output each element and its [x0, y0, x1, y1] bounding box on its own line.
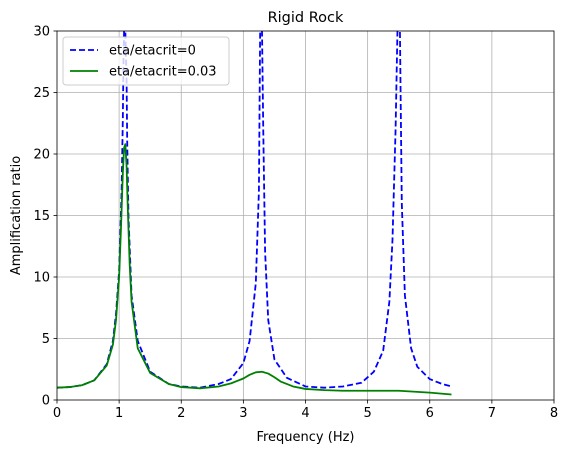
legend: eta/etacrit=0 eta/etacrit=0.03 — [62, 36, 230, 86]
legend-label-series-2: eta/etacrit=0.03 — [109, 65, 217, 80]
y-tick-label: 30 — [33, 25, 50, 40]
series-line-2 — [57, 143, 452, 396]
y-tick-label: 25 — [33, 86, 50, 101]
x-tick-label: 2 — [177, 406, 185, 421]
x-tick-label: 5 — [363, 406, 371, 421]
x-tick-label: 4 — [301, 406, 309, 421]
x-tick-label: 0 — [53, 406, 61, 421]
x-tick-label: 6 — [426, 406, 434, 421]
x-tick-label: 8 — [550, 406, 558, 421]
ticks: 0 1 2 3 4 5 6 7 8 0 5 10 15 20 25 30 — [33, 25, 558, 422]
x-tick-label: 3 — [239, 406, 247, 421]
y-tick-label: 20 — [33, 148, 50, 163]
series-line-1 — [57, 31, 452, 389]
grid — [57, 31, 554, 400]
y-tick-label: 5 — [42, 332, 50, 347]
y-axis-label: Amplification ratio — [9, 156, 24, 275]
x-tick-label: 1 — [115, 406, 123, 421]
y-tick-label: 0 — [42, 394, 50, 409]
x-tick-label: 7 — [488, 406, 496, 421]
legend-label-series-1: eta/etacrit=0 — [109, 44, 196, 59]
series-layer — [57, 31, 452, 396]
y-tick-label: 15 — [33, 209, 50, 224]
x-axis-label: Frequency (Hz) — [256, 430, 354, 445]
y-tick-label: 10 — [33, 271, 50, 286]
legend-box — [62, 36, 230, 86]
chart-title: Rigid Rock — [268, 10, 344, 26]
